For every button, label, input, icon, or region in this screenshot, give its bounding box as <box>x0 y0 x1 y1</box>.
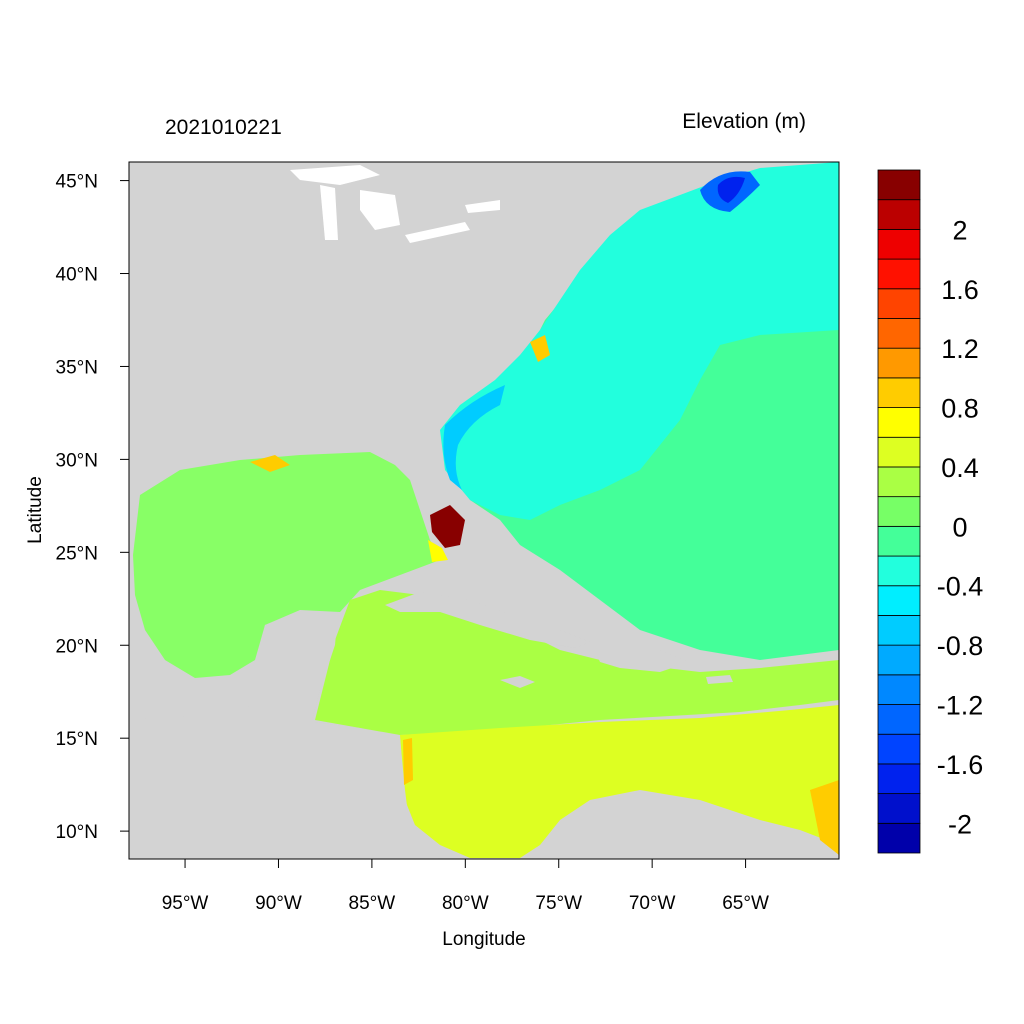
x-tick-label: 85°W <box>349 893 396 914</box>
coastal-low-band <box>443 385 505 490</box>
x-tick-label: 80°W <box>442 893 489 914</box>
high-elevation-nicaragua <box>403 738 413 785</box>
south-america-landmass <box>540 792 839 859</box>
colorbar-swatch <box>877 644 921 676</box>
atlantic-shelf-field <box>440 162 839 520</box>
colorbar-swatch <box>877 704 921 735</box>
colorbar-label: 1.2 <box>941 334 979 364</box>
y-tick-label: 30°N <box>56 450 98 471</box>
yucatan-landmass <box>258 612 338 720</box>
x-axis-ticks: 95°W 90°W 85°W 80°W 75°W 70°W 65°W <box>162 859 769 914</box>
south-caribbean-field <box>400 705 839 858</box>
colorbar-swatch <box>877 674 921 705</box>
hispaniola-landmass <box>595 645 690 672</box>
lake-erie <box>405 222 470 243</box>
colorbar-label: -1.2 <box>937 691 984 721</box>
colorbar-label: -0.4 <box>937 572 984 602</box>
colorbar-swatch <box>877 377 921 408</box>
colorbar-swatch <box>877 407 921 438</box>
variable-title: Elevation (m) <box>682 110 806 133</box>
x-tick-label: 75°W <box>535 893 582 914</box>
y-tick-label: 40°N <box>56 265 98 286</box>
y-tick-label: 20°N <box>56 636 98 657</box>
y-axis-ticks: 45°N 40°N 35°N 30°N 25°N 20°N 15°N 10°N <box>56 172 129 843</box>
colorbar-swatch <box>877 466 921 498</box>
y-tick-label: 10°N <box>56 822 98 843</box>
x-tick-label: 70°W <box>629 893 676 914</box>
y-tick-label: 15°N <box>56 729 98 750</box>
timestamp-title: 2021010221 <box>165 116 282 139</box>
lake-huron <box>360 190 400 230</box>
colorbar-swatch <box>877 318 921 349</box>
colorbar-swatch <box>877 199 921 230</box>
colorbar-swatch <box>877 436 921 468</box>
colorbar-swatch <box>877 288 921 319</box>
colorbar-label: 1.6 <box>941 275 979 305</box>
lake-michigan <box>320 185 338 240</box>
colorbar-label: -0.8 <box>937 631 984 661</box>
central-america-landmass <box>129 705 440 859</box>
gulf-of-mexico-field <box>133 452 440 678</box>
colorbar-label: 0 <box>952 512 967 542</box>
high-elevation-keys <box>428 540 448 562</box>
colorbar-label: -2 <box>948 809 972 839</box>
x-tick-label: 90°W <box>255 893 302 914</box>
colorbar-swatch <box>877 733 921 765</box>
colorbar-swatch <box>877 169 921 201</box>
colorbar: -2 -1.6 -1.2 -0.8 -0.4 0 0.4 0.8 1.2 1.6 2 <box>877 169 984 854</box>
colorbar-swatch <box>877 258 921 290</box>
colorbar-swatch <box>877 585 921 616</box>
cuba-landmass <box>385 592 590 648</box>
x-tick-label: 65°W <box>722 893 769 914</box>
colorbar-swatch <box>877 496 921 527</box>
y-axis-label: Latitude <box>25 476 46 544</box>
colorbar-swatch <box>877 822 921 854</box>
colorbar-label: 0.4 <box>941 453 979 483</box>
colorbar-swatch <box>877 555 921 587</box>
y-tick-label: 45°N <box>56 172 98 193</box>
lake-ontario <box>465 200 500 213</box>
jamaica-landmass <box>500 676 535 688</box>
colorbar-swatch <box>877 615 921 646</box>
y-tick-label: 35°N <box>56 357 98 378</box>
flood-region-florida <box>430 505 465 548</box>
high-elevation-venezuela <box>810 780 839 855</box>
colorbar-swatch <box>877 347 921 379</box>
low-elevation-core <box>717 176 745 203</box>
colorbar-swatch <box>877 763 921 795</box>
x-axis-label: Longitude <box>442 929 525 950</box>
map-area <box>129 162 839 859</box>
high-elevation-nc <box>530 335 550 362</box>
caribbean-field <box>315 590 839 735</box>
plot-frame <box>128 161 840 860</box>
x-tick-label: 95°W <box>162 893 209 914</box>
high-elevation-louisiana <box>250 455 290 472</box>
colorbar-swatch <box>877 525 921 557</box>
puerto-rico-landmass <box>706 675 733 684</box>
colorbar-label: -1.6 <box>937 750 984 780</box>
y-tick-label: 25°N <box>56 543 98 564</box>
lake-superior <box>290 165 380 185</box>
colorbar-swatch <box>877 793 921 824</box>
colorbar-label: 2 <box>952 215 967 245</box>
colorbar-label: 0.8 <box>941 394 979 424</box>
colorbar-swatch <box>877 228 921 260</box>
